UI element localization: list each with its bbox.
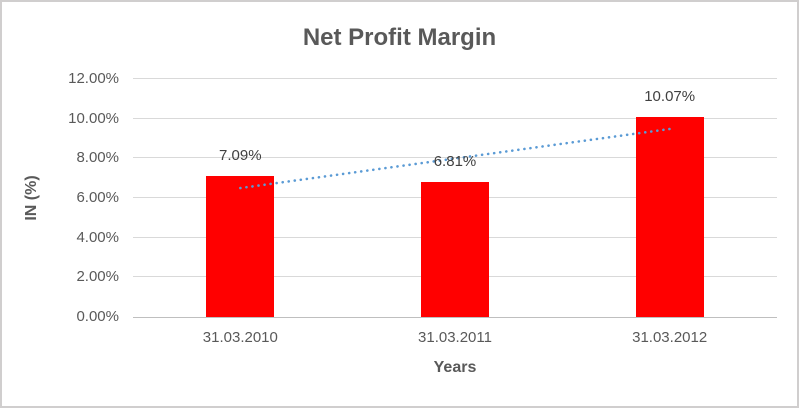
bar-31.03.2012 [635, 117, 704, 317]
chart-title: Net Profit Margin [302, 24, 497, 51]
x-tick-label: 31.03.2010 [202, 329, 278, 346]
gridline [133, 118, 777, 119]
y-tick-label: 0.00% [76, 308, 119, 325]
x-axis-line [133, 317, 777, 318]
bar-data-label: 6.81% [433, 152, 477, 170]
y-tick-label: 12.00% [68, 70, 119, 87]
gridline [133, 78, 777, 79]
x-tick-label: 31.03.2011 [418, 329, 492, 346]
x-tick-label: 31.03.2012 [632, 329, 708, 346]
y-tick-label: 4.00% [76, 228, 119, 246]
x-axis-title: Years [433, 359, 477, 376]
bar-data-label: 7.09% [219, 147, 262, 165]
bar-31.03.2010 [206, 176, 275, 317]
bar-data-label: 10.07% [644, 88, 696, 106]
y-tick-label: 2.00% [76, 268, 119, 286]
plot-area: 7.09% 6.81% 10.07% [133, 78, 777, 318]
trendline [239, 127, 671, 190]
y-tick-label: 6.00% [76, 189, 119, 206]
bar-31.03.2011 [421, 181, 489, 317]
y-tick-label: 8.00% [76, 149, 119, 167]
gridline [133, 157, 777, 158]
y-tick-label: 10.00% [68, 109, 119, 127]
